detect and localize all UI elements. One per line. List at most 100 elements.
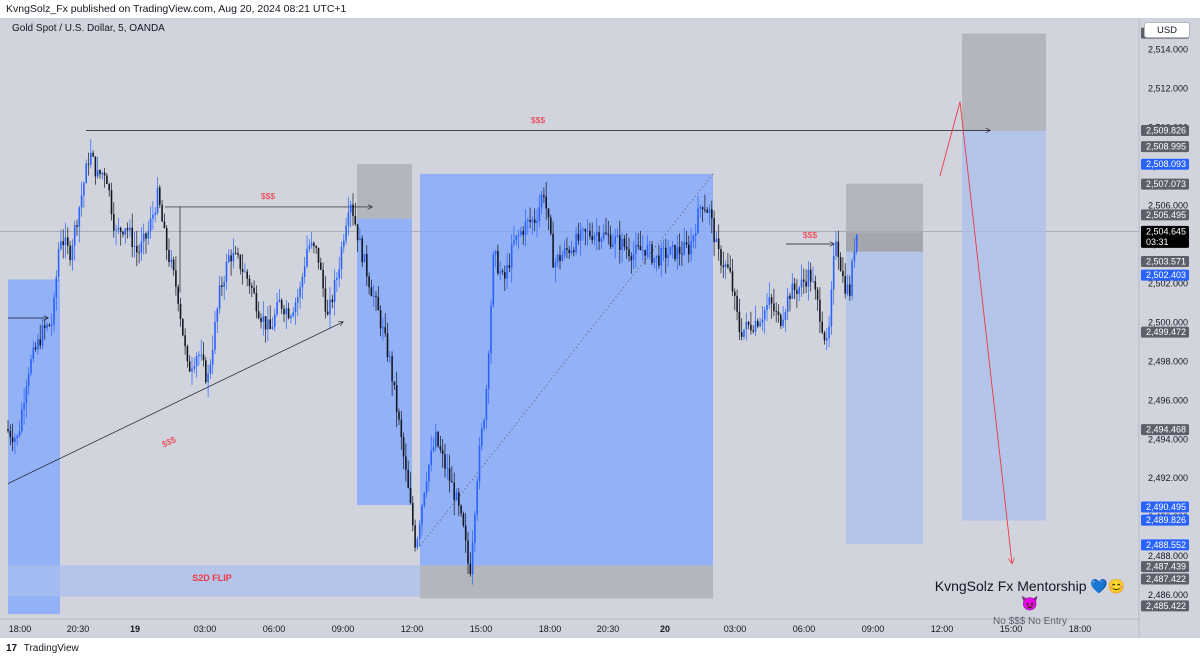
candle-body: [517, 234, 520, 236]
price-tag-label: 2,489.826: [1146, 515, 1186, 525]
candle-body: [324, 288, 327, 312]
candle-body: [9, 431, 12, 438]
candle-body: [119, 227, 122, 232]
candle-body: [729, 267, 731, 272]
candle-body: [651, 244, 653, 263]
candle-body: [609, 235, 612, 247]
candle-body: [21, 409, 23, 432]
candle-body: [669, 246, 672, 255]
candle-body: [377, 297, 380, 311]
candle-body: [170, 259, 173, 263]
candle-body: [430, 450, 432, 466]
candle-body: [844, 276, 846, 294]
candle-body: [586, 230, 589, 232]
candle-body: [823, 332, 826, 341]
drawing-lines-layer: [7, 101, 1012, 564]
y-tick-label: 2,492.000: [1148, 473, 1188, 483]
symbol-title[interactable]: Gold Spot / U.S. Dollar, 5, OANDA: [12, 23, 165, 34]
candle-body: [602, 232, 605, 239]
zone-blue-0: [8, 279, 60, 615]
candle-body: [280, 300, 283, 309]
candle-body: [110, 190, 113, 215]
candle-body: [366, 253, 368, 277]
candle-body: [591, 236, 593, 241]
candle-body: [345, 225, 347, 241]
candle-body: [837, 241, 840, 257]
price-tag-bg: [1141, 326, 1189, 338]
candle-body: [596, 232, 598, 236]
candle-body: [782, 319, 784, 327]
price-tag-label: 2,485.422: [1146, 601, 1186, 611]
candle-body: [846, 284, 849, 294]
candle-body: [492, 254, 495, 306]
candle-body: [481, 428, 483, 446]
price-tag-label: 2,503.571: [1146, 257, 1186, 267]
candle-body: [149, 218, 152, 231]
candle-body: [720, 249, 722, 266]
candle-body: [849, 284, 851, 296]
candle-body: [701, 207, 704, 210]
x-tick-label: 20:30: [67, 624, 90, 634]
candle-body: [315, 246, 317, 248]
watermark-title: KvngSolz Fx Mentorship 💙😊😈: [934, 578, 1126, 611]
candle-body: [577, 233, 580, 241]
candle-body: [453, 482, 455, 500]
candle-body: [225, 261, 228, 282]
candle-body: [131, 227, 133, 247]
candle-body: [16, 435, 18, 439]
candle-body: [671, 244, 674, 247]
candle-body: [101, 172, 104, 175]
candle-body: [830, 289, 833, 327]
candle-body: [214, 321, 216, 350]
time-axis[interactable]: 18:00 20:30 19 03:00 06:00 09:00 12:00 15:00 18:…: [0, 618, 1139, 634]
candle-body: [248, 278, 251, 286]
candle-body: [182, 318, 184, 336]
candle-body: [527, 219, 529, 222]
price-tag-bg: [1141, 600, 1189, 612]
candle-body: [264, 316, 267, 330]
candle-body: [85, 163, 87, 184]
chart-frame[interactable]: $$$ $$$ $$$ $$$ S2D FLIP 2,486.000 2,488.000 2…: [0, 18, 1200, 638]
mentorship-watermark: KvngSolz Fx Mentorship 💙😊😈 No $$$ No Ent…: [930, 578, 1130, 627]
candle-body: [389, 356, 391, 358]
candle-body: [504, 272, 506, 279]
candle-body: [589, 230, 591, 237]
candle-body: [317, 247, 320, 263]
x-tick-label: 12:00: [931, 624, 954, 634]
candle-body: [200, 354, 202, 356]
candle-body: [55, 276, 58, 298]
candle-body: [402, 437, 405, 457]
price-tag-label: 2,488.552: [1146, 540, 1186, 550]
candle-body: [798, 287, 800, 294]
candle-body: [478, 445, 481, 482]
candle-body: [211, 349, 214, 365]
candle-body: [616, 235, 619, 237]
candle-body: [175, 270, 177, 287]
chart-plot[interactable]: $$$$$$$$$$$$S2D FLIP 2,486.0002,488.0002…: [0, 18, 1200, 638]
candle-body: [655, 255, 658, 258]
candle-body: [575, 233, 577, 253]
candle-body: [432, 447, 435, 451]
candle-body: [768, 297, 771, 306]
price-tag-label: 2,499.472: [1146, 327, 1186, 337]
candle-body: [78, 207, 81, 227]
candle-body: [685, 242, 688, 245]
price-tag-label: 2,487.422: [1146, 574, 1186, 584]
candle-body: [372, 295, 375, 297]
candle-body: [462, 513, 465, 526]
candle-body: [421, 505, 423, 525]
candle-body: [773, 303, 775, 312]
candle-body: [476, 481, 478, 515]
candle-body: [483, 420, 485, 429]
candle-body: [435, 431, 437, 448]
candle-body: [39, 339, 41, 346]
candle-body: [814, 281, 817, 290]
candle-body: [678, 247, 681, 254]
candle-body: [425, 481, 428, 493]
candle-body: [301, 276, 304, 288]
candle-body: [540, 194, 543, 208]
candle-body: [124, 228, 127, 235]
candle-body: [37, 339, 39, 350]
price-axis[interactable]: 2,486.0002,488.0002,490.0002,492.0002,49…: [1138, 18, 1200, 638]
currency-button[interactable]: USD: [1144, 22, 1190, 38]
